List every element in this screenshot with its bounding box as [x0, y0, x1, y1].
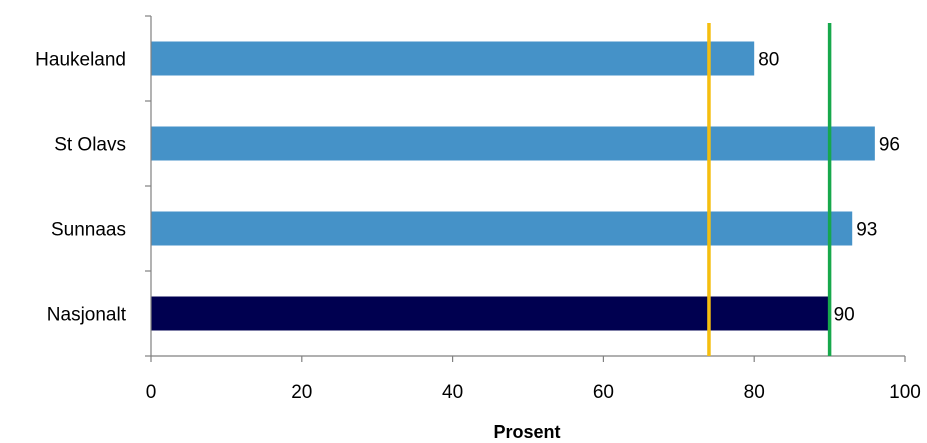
- bar-3: [151, 296, 830, 331]
- data-label-0: 80: [758, 50, 779, 71]
- data-label-1: 96: [879, 135, 900, 156]
- reference-lines: [707, 23, 832, 356]
- x-tick-label-2: 40: [442, 382, 463, 403]
- x-axis-title: Prosent: [493, 422, 560, 442]
- data-label-3: 90: [834, 305, 855, 326]
- x-tick-label-5: 100: [889, 382, 921, 403]
- category-label-1: St Olavs: [54, 135, 126, 156]
- x-tick-label-0: 0: [146, 382, 157, 403]
- bar-2: [151, 211, 853, 246]
- bar-1: [151, 126, 875, 161]
- data-label-2: 93: [856, 220, 877, 241]
- category-label-3: Nasjonalt: [47, 305, 127, 326]
- bars: [151, 41, 875, 331]
- x-tick-label-1: 20: [291, 382, 312, 403]
- bar-0: [151, 41, 755, 76]
- x-tick-label-3: 60: [593, 382, 614, 403]
- x-tick-label-4: 80: [744, 382, 765, 403]
- axes: [145, 15, 906, 362]
- category-label-2: Sunnaas: [51, 220, 126, 241]
- labels: Haukeland 80 St Olavs 96 Sunnaas 93 Nasjonalt 9…: [35, 50, 921, 404]
- category-label-0: Haukeland: [35, 50, 126, 71]
